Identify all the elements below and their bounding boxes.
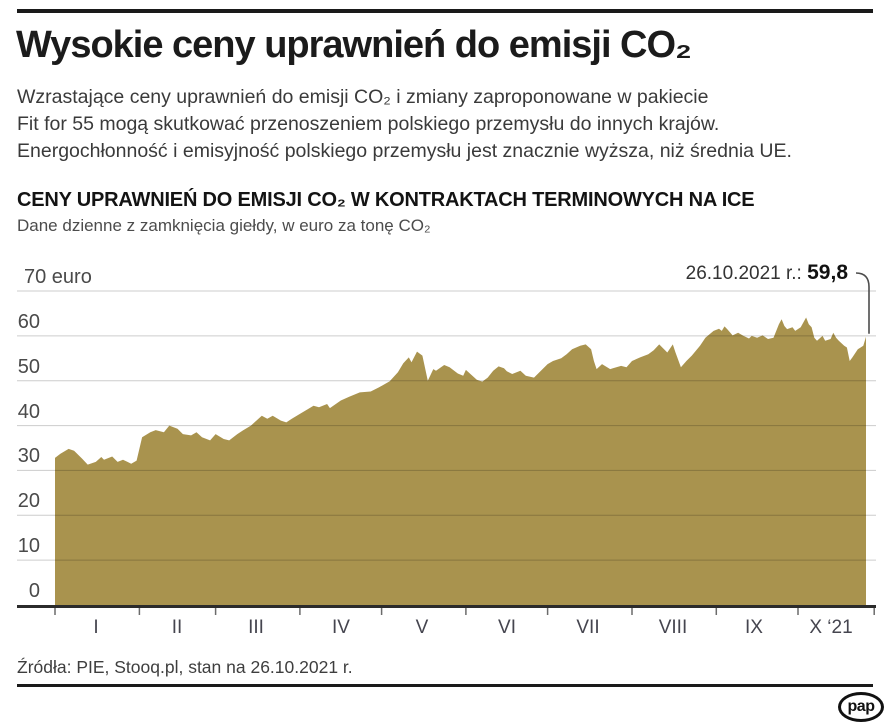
annotation-value: 59,8 [807,261,848,284]
bottom-rule [17,684,873,687]
top-rule [17,9,873,13]
page-title: Wysokie ceny uprawnień do emisji CO₂ [16,24,692,66]
y-axis-label: 0 [28,580,40,602]
y-axis-label: 50 [17,355,40,378]
month-label: VII [576,617,600,638]
month-label: II [171,617,183,638]
month-label: X ‘21 [809,617,853,638]
month-label: V [415,617,429,638]
annotation-pointer [855,272,870,334]
intro-line: Wzrastające ceny uprawnień do emisji CO₂… [17,86,709,108]
annotation-date: 26.10.2021 r.: [685,263,808,284]
source-note: Źródła: PIE, Stooq.pl, stan na 26.10.202… [17,657,353,677]
month-label: III [248,617,264,638]
pap-logo-text: pap [847,698,875,715]
y-axis-label: 60 [17,310,40,333]
chart-subtitle: Dane dzienne z zamknięcia giełdy, w euro… [17,216,431,235]
area-series [55,317,866,605]
y-axis-label: 40 [17,400,40,423]
y-axis-label: 20 [17,490,40,513]
intro-line: Fit for 55 mogą skutkować przenoszeniem … [17,113,720,135]
y-axis-label: 70 euro [24,266,92,288]
y-axis-label: 30 [17,445,40,468]
month-label: VI [498,617,516,638]
month-label: IX [745,617,763,638]
month-label: I [93,617,99,638]
chart-title: CENY UPRAWNIEŃ DO EMISJI CO₂ W KONTRAKTA… [17,189,755,211]
month-label: VIII [658,617,688,638]
pap-logo: pap [838,692,884,722]
y-axis-label: 10 [17,535,40,558]
intro-line: Energochłonność i emisyjność polskiego p… [17,140,792,162]
month-label: IV [332,617,350,638]
last-value-annotation: 26.10.2021 r.: 59,8 [686,261,848,285]
intro-paragraph: Wzrastające ceny uprawnień do emisji CO₂… [17,84,885,165]
